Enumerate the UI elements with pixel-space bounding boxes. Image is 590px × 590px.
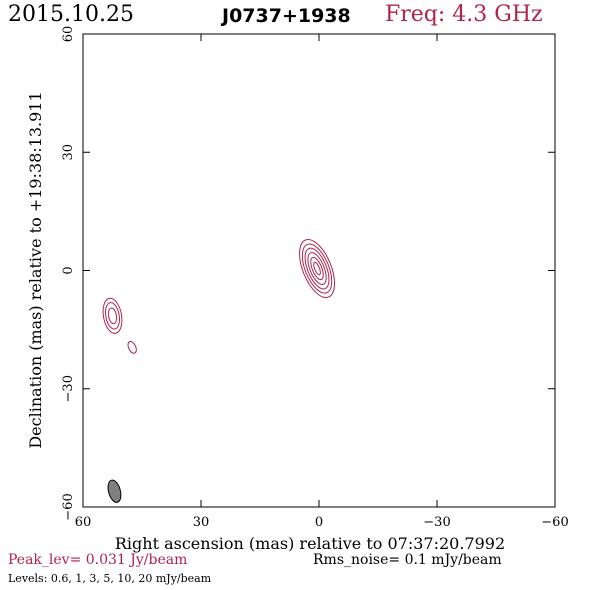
x-tick-label: 60: [75, 515, 92, 530]
y-tick-label: 30: [61, 144, 76, 161]
axis-ticks: [82, 33, 556, 508]
y-tick-labels: 60 30 0 −30 −60: [61, 26, 76, 521]
contour-line: [301, 243, 333, 294]
y-tick-label: 60: [61, 26, 76, 43]
contour-line: [310, 256, 324, 281]
x-tick-label: −60: [541, 515, 568, 530]
rms-noise: Rms_noise= 0.1 mJy/beam: [313, 552, 502, 568]
x-tick-label: 30: [193, 515, 210, 530]
frequency-label: Freq: 4.3 GHz: [385, 2, 543, 27]
plot-frame: [82, 33, 556, 508]
contour-line: [102, 297, 123, 334]
peak-level: Peak_lev= 0.031 Jy/beam: [8, 552, 188, 568]
y-tick-label: 0: [61, 266, 76, 274]
contour-set: [102, 239, 335, 354]
contour-line: [127, 340, 137, 354]
contour-line: [105, 302, 120, 330]
observation-date: 2015.10.25: [8, 2, 134, 27]
y-tick-label: −60: [61, 493, 76, 520]
contour-line: [313, 261, 321, 276]
contour-line: [304, 247, 330, 290]
core-contours: [299, 239, 335, 299]
beam-ellipse: [107, 479, 122, 503]
x-tick-label: 0: [315, 515, 323, 530]
contour-line: [299, 239, 335, 299]
y-tick-label: −30: [61, 375, 76, 402]
east-component-contours: [102, 297, 123, 334]
y-axis-title: Declination (mas) relative to +19:38:13.…: [26, 91, 45, 448]
east-knot-contours: [127, 340, 137, 354]
x-axis-title: Right ascension (mas) relative to 07:37:…: [115, 534, 505, 553]
x-tick-labels: 60 30 0 −30 −60: [75, 515, 569, 530]
contour-levels: Levels: 0.6, 1, 3, 5, 10, 20 mJy/beam: [8, 572, 212, 585]
x-tick-label: −30: [423, 515, 450, 530]
contour-line: [307, 252, 327, 285]
source-name: J0737+1938: [222, 5, 351, 27]
contour-line: [107, 307, 118, 325]
